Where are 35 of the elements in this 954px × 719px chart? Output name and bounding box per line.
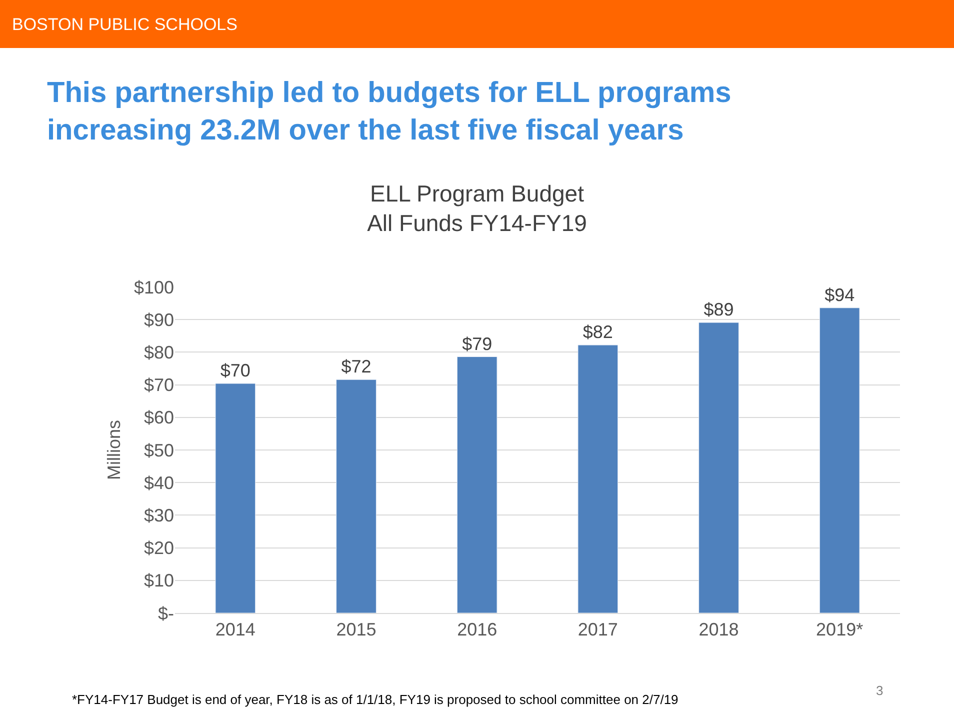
y-tick-label: $70 bbox=[144, 375, 174, 396]
x-tick-label: 2014 bbox=[215, 620, 256, 640]
text: *FY14-FY17 Budget is end of year, FY18 is as of 1/1/18, FY19 is proposed to school committee on 2/7/19 bbox=[72, 692, 678, 707]
bar bbox=[698, 322, 739, 613]
text: 3 bbox=[876, 683, 884, 698]
y-tick-label: $30 bbox=[144, 506, 174, 526]
y-tick-label: $- bbox=[158, 603, 174, 624]
bar bbox=[819, 308, 860, 613]
data-label: $72 bbox=[341, 356, 372, 377]
data-label: $89 bbox=[704, 300, 734, 320]
y-tick-label: $80 bbox=[144, 342, 174, 362]
data-label: $82 bbox=[582, 322, 613, 342]
y-tick-label: $50 bbox=[144, 440, 174, 460]
y-tick-label: $10 bbox=[144, 570, 174, 591]
text: This partnership led to budgets for ELL programs increasing 23.2M over the last five fiscal years bbox=[47, 77, 732, 147]
y-tick-label: $20 bbox=[144, 538, 174, 558]
data-label: $70 bbox=[220, 360, 250, 380]
data-label: $79 bbox=[462, 334, 492, 354]
x-tick-label: 2017 bbox=[578, 620, 618, 640]
y-axis-title: Millions bbox=[104, 420, 124, 480]
x-tick-label: 2016 bbox=[457, 620, 498, 640]
y-tick-label: $60 bbox=[144, 408, 174, 428]
x-tick-label: 2019* bbox=[816, 620, 864, 640]
bar bbox=[336, 379, 376, 613]
text: BOSTON PUBLIC SCHOOLS bbox=[12, 15, 238, 34]
bar bbox=[578, 344, 618, 613]
bar bbox=[456, 356, 498, 613]
y-tick-label: $100 bbox=[134, 277, 174, 298]
chart-title: ELL Program Budget All Funds FY14-FY19 bbox=[367, 180, 587, 236]
y-tick-label: $40 bbox=[144, 472, 174, 493]
x-tick-label: 2015 bbox=[336, 620, 376, 640]
y-tick-label: $90 bbox=[144, 310, 174, 330]
data-label: $94 bbox=[824, 284, 855, 305]
bar bbox=[215, 383, 256, 613]
x-tick-label: 2018 bbox=[698, 620, 739, 640]
